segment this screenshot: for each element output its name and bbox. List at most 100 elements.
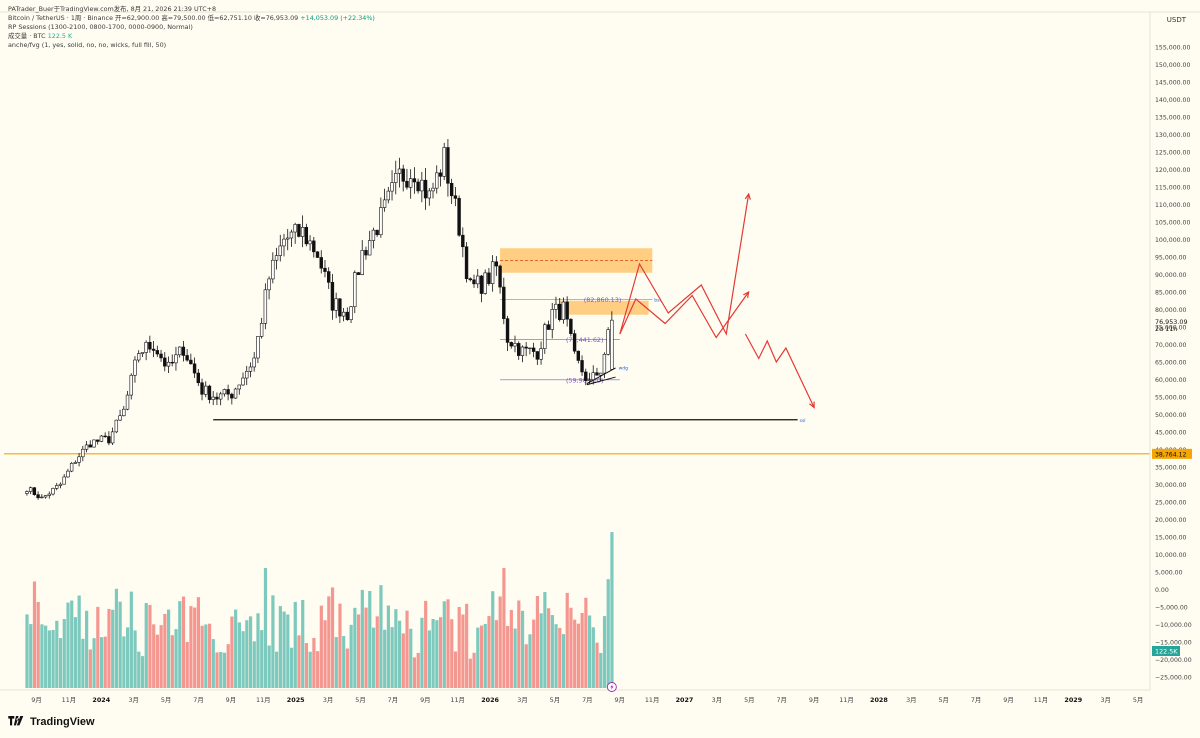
volume-bar (185, 641, 189, 688)
volume-bar (345, 648, 350, 688)
volume-bar (468, 658, 472, 688)
x-tick-label: 5月 (938, 696, 948, 704)
volume-bar (271, 595, 275, 688)
candle-body (338, 298, 342, 317)
volume-bar (383, 629, 387, 688)
candle-body (230, 393, 234, 399)
y-tick-label: 70,000.00 (1155, 342, 1187, 349)
tradingview-brand-text: TradingView (30, 716, 95, 728)
candle-body (289, 231, 294, 239)
y-tick-label: −5,000.00 (1155, 605, 1188, 612)
volume-bar (506, 625, 510, 688)
volume-bar (539, 613, 543, 688)
candle-body (204, 385, 208, 395)
x-axis: 9月 11月 2024 3月 5月 7月 9月 11月 2025 3月 5月 7月 9月 11月 2026 3… (0, 689, 1150, 704)
y-tick-label: 105,000.00 (1155, 220, 1190, 227)
x-tick-label: 9月 (809, 696, 819, 704)
volume-indicator-label: 成交量 · BTC (8, 32, 46, 40)
x-tick-label: 3月 (323, 696, 333, 704)
volume-bar (241, 631, 245, 688)
candle-body (539, 348, 543, 360)
candle-body (286, 237, 290, 240)
candle-body (379, 207, 383, 236)
volume-bar (237, 622, 241, 688)
candle-body (207, 385, 212, 400)
candle-body (315, 251, 320, 258)
candle-body (449, 182, 454, 197)
x-tick-label: 2029 (1064, 696, 1082, 704)
volume-bar (159, 625, 163, 688)
candle-body (476, 275, 480, 285)
sessions-indicator[interactable]: RP Sessions (1300-2100, 0800-1700, 0000-… (8, 23, 193, 31)
candle-body (461, 234, 465, 248)
currency-unit[interactable]: USDT (1166, 16, 1186, 24)
candle-body (73, 462, 78, 464)
candle-body (397, 168, 402, 174)
y-tick-label: 150,000.00 (1155, 62, 1190, 69)
candle-body (77, 456, 81, 463)
candle-body (490, 261, 495, 284)
volume-bar (304, 643, 309, 688)
volume-bar (77, 595, 81, 688)
x-tick-label: 5月 (1133, 696, 1143, 704)
candle-body (423, 179, 428, 199)
y-tick-label: 155,000.00 (1155, 45, 1190, 52)
price-levels: (82,860.13)bsl(71,441.62)(59,903.10)sslw… (4, 296, 1150, 455)
volume-bar (166, 609, 171, 688)
volume-bar (580, 612, 584, 688)
volume-bar (416, 652, 420, 688)
candle-body (408, 178, 413, 188)
volume-bar (453, 651, 458, 688)
forecast-path (619, 291, 750, 339)
y-tick-label: 85,000.00 (1155, 290, 1187, 297)
volume-bar (44, 625, 48, 688)
y-tick-label: −10,000.00 (1155, 622, 1192, 629)
volume-indicator[interactable]: 成交量 · BTC 122.5 K (8, 32, 375, 41)
x-tick-label: 5月 (355, 696, 365, 704)
candle-body (159, 353, 163, 359)
candle-body (587, 379, 592, 381)
x-tick-label: 3月 (517, 696, 527, 704)
x-tick-label: 11月 (839, 696, 854, 704)
volume-bar (535, 596, 540, 688)
candle-body (166, 361, 171, 367)
x-tick-label: 2025 (287, 696, 305, 704)
candle-body (543, 324, 547, 349)
candle-body (140, 352, 145, 354)
candle-body (215, 396, 219, 400)
volume-bar (427, 630, 431, 688)
volume-bar (461, 614, 465, 688)
volume-bar (584, 597, 588, 688)
volume-bar (62, 619, 66, 688)
volume-bar (36, 601, 40, 688)
x-tick-label: 9月 (614, 696, 624, 704)
candle-body (252, 357, 256, 368)
volume-bar (599, 652, 603, 688)
candle-body (144, 342, 148, 353)
volume-bar (357, 614, 361, 688)
candle-body (43, 495, 48, 498)
volume-bar (140, 656, 145, 688)
y-tick-label: 135,000.00 (1155, 115, 1190, 122)
volume-bar (133, 630, 137, 688)
x-tick-label: 5月 (550, 696, 560, 704)
candle-body (498, 265, 502, 288)
candle-body (483, 272, 487, 294)
x-tick-label: 3月 (128, 696, 138, 704)
volume-bar (66, 602, 70, 688)
symbol-name[interactable]: Bitcoin / TetherUS · 1周 · Binance (8, 14, 113, 22)
volume-bar (483, 623, 487, 688)
candle-body (293, 224, 297, 233)
volume-bar (196, 597, 201, 688)
volume-bar (509, 609, 513, 688)
volume-bar (532, 619, 536, 688)
y-axis: 155,000.00 150,000.00 145,000.00 140,000.00… (0, 11, 1200, 690)
fvg-indicator[interactable]: anche/fvg (1, yes, solid, no, no, wicks,… (8, 41, 167, 49)
candlesticks (25, 138, 614, 500)
candle-body (610, 319, 614, 370)
volume-bar (327, 596, 331, 688)
candle-body (446, 147, 450, 184)
candle-body (353, 272, 357, 308)
